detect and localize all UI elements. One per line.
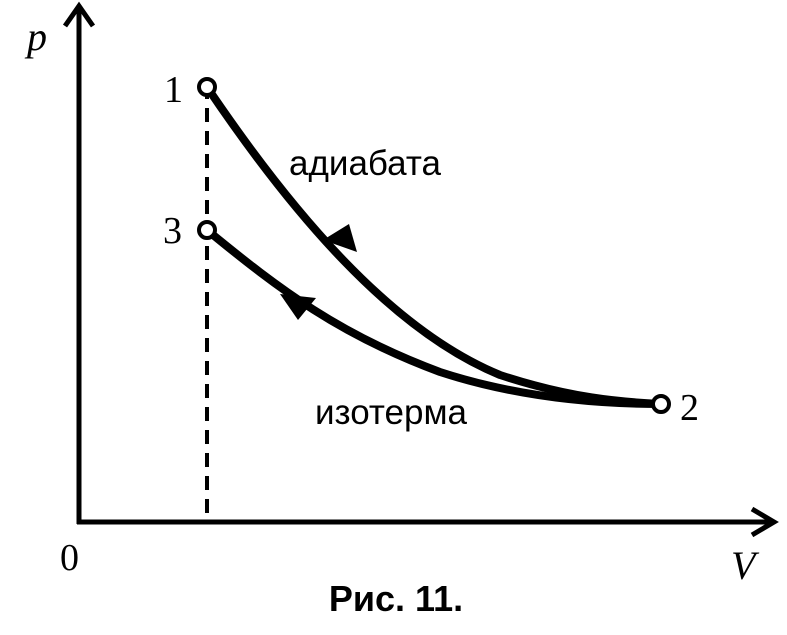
point-2-label: 2	[680, 387, 699, 429]
point-3-marker	[197, 220, 217, 240]
isotherm-arrowhead	[280, 294, 316, 320]
x-axis-label: V	[731, 543, 760, 588]
y-axis-label: p	[24, 14, 47, 59]
point-3-label: 3	[163, 210, 182, 252]
adiabat-curve	[203, 83, 665, 408]
figure-caption: Рис. 11.	[329, 578, 463, 619]
point-2-marker	[651, 394, 671, 414]
isotherm-curve	[203, 226, 665, 408]
x-axis-arrowhead	[750, 506, 779, 538]
point-1-label: 1	[164, 69, 183, 111]
adiabat-label: адиабата	[289, 144, 441, 183]
origin-label: 0	[60, 537, 79, 579]
adiabat-arrowhead	[323, 224, 357, 252]
y-axis-arrowhead	[62, 1, 96, 28]
isotherm-label: изотерма	[315, 393, 468, 432]
point-1-marker	[197, 77, 217, 97]
